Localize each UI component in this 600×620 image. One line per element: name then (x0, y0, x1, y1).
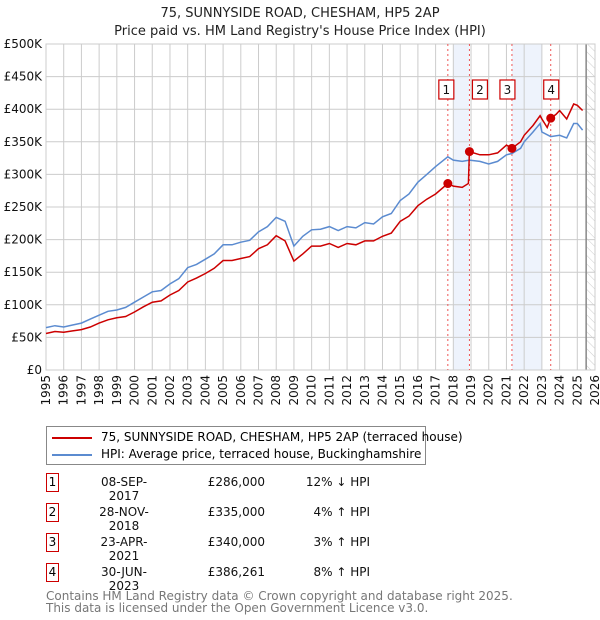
y-tick-label: £50K (11, 330, 43, 344)
x-tick-label: 2014 (375, 375, 389, 406)
y-tick-label: £250K (4, 200, 44, 214)
sale-hpi-diff: 8% ↑ HPI (313, 565, 370, 579)
chart-title: 75, SUNNYSIDE ROAD, CHESHAM, HP5 2AP (160, 6, 439, 21)
sale-label: 4 (547, 83, 555, 97)
sale-hpi-diff: 3% ↑ HPI (313, 535, 370, 549)
x-tick-label: 1996 (57, 375, 71, 406)
sale-label-box (471, 79, 489, 100)
x-tick-label: 2015 (393, 375, 407, 406)
y-tick-label: £500K (4, 37, 44, 51)
x-tick-label: 2006 (234, 375, 248, 406)
x-tick-label: 2012 (340, 375, 354, 406)
x-tick-label: 2020 (482, 375, 496, 406)
sale-date: 28-NOV-2018 (99, 505, 149, 533)
y-tick-label: £200K (4, 233, 44, 247)
sale-price: £386,261 (207, 565, 265, 579)
x-tick-label: 2007 (252, 375, 266, 406)
sale-price: £335,000 (207, 505, 265, 519)
x-tick-label: 2025 (570, 375, 584, 406)
legend-swatch-red (52, 436, 92, 439)
hpi-series-line (45, 121, 584, 329)
legend-label: 75, SUNNYSIDE ROAD, CHESHAM, HP5 2AP (te… (101, 430, 463, 444)
legend-item-property: 75, SUNNYSIDE ROAD, CHESHAM, HP5 2AP (te… (52, 430, 463, 444)
y-tick-label: £150K (4, 265, 44, 279)
x-tick-label: 2009 (287, 375, 301, 406)
x-tick-label: 2024 (553, 375, 567, 406)
y-tick-label: £450K (4, 70, 44, 84)
footer-line-1: Contains HM Land Registry data © Crown c… (46, 589, 513, 603)
x-tick-label: 2023 (535, 375, 549, 406)
x-tick-label: 1999 (110, 375, 124, 406)
sale-price: £286,000 (207, 475, 265, 489)
legend-item-hpi: HPI: Average price, terraced house, Buck… (52, 447, 421, 461)
sale-hpi-diff: 12% ↓ HPI (305, 475, 370, 489)
price-chart: 75, SUNNYSIDE ROAD, CHESHAM, HP5 2AP Pri… (4, 6, 600, 406)
x-tick-label: 2019 (464, 375, 478, 406)
x-tick-label: 2008 (269, 375, 283, 406)
x-tick-label: 2026 (588, 375, 600, 406)
x-tick-label: 2000 (128, 375, 142, 406)
sale-number-badge: 1 (46, 473, 59, 492)
sale-number-badge: 3 (46, 533, 59, 552)
property-series-line (45, 103, 584, 335)
sale-date: 30-JUN-2023 (101, 565, 147, 593)
x-tick-label: 2004 (198, 375, 212, 406)
legend-swatch-blue (52, 453, 92, 456)
legend: 75, SUNNYSIDE ROAD, CHESHAM, HP5 2AP (te… (46, 426, 463, 465)
x-tick-label: 2005 (216, 375, 230, 406)
sale-point (443, 179, 453, 189)
plot-frame (45, 43, 596, 371)
sale-label: 3 (504, 83, 512, 97)
x-tick-label: 1998 (92, 375, 106, 406)
x-tick-label: 2001 (145, 375, 159, 406)
x-tick-label: 2022 (517, 375, 531, 406)
footer-line-2: This data is licensed under the Open Gov… (46, 601, 429, 615)
x-tick-label: 2017 (429, 375, 443, 406)
x-tick-label: 2021 (499, 375, 513, 406)
y-tick-label: £0 (27, 363, 42, 377)
sale-hpi-diff: 4% ↑ HPI (313, 505, 370, 519)
y-tick-label: £100K (4, 298, 44, 312)
x-tick-label: 2018 (446, 375, 460, 406)
x-tick-label: 2003 (181, 375, 195, 406)
x-tick-label: 2013 (358, 375, 372, 406)
y-tick-label: £400K (4, 102, 44, 116)
x-tick-label: 2002 (163, 375, 177, 406)
y-tick-label: £350K (4, 135, 44, 149)
x-tick-label: 2010 (305, 375, 319, 406)
sale-label: 1 (443, 83, 451, 97)
sale-date: 08-SEP-2017 (100, 475, 148, 503)
sale-number-badge: 4 (46, 563, 59, 582)
sale-point (546, 113, 556, 123)
chart-subtitle: Price paid vs. HM Land Registry's House … (114, 24, 486, 39)
x-tick-label: 1997 (74, 375, 88, 406)
legend-label: HPI: Average price, terraced house, Buck… (101, 447, 422, 461)
sale-number-badge: 2 (46, 503, 59, 522)
sale-label-box (438, 79, 455, 100)
sale-point (507, 143, 517, 153)
sale-label-box (543, 79, 560, 100)
sale-label: 2 (476, 83, 484, 97)
sale-point (464, 147, 474, 157)
sale-label-box (499, 79, 516, 100)
y-tick-label: £300K (4, 167, 44, 181)
sale-price: £340,000 (207, 535, 265, 549)
sale-date: 23-APR-2021 (100, 535, 148, 563)
x-tick-label: 2016 (411, 375, 425, 406)
x-tick-label: 1995 (39, 375, 53, 406)
x-tick-label: 2011 (322, 375, 336, 406)
